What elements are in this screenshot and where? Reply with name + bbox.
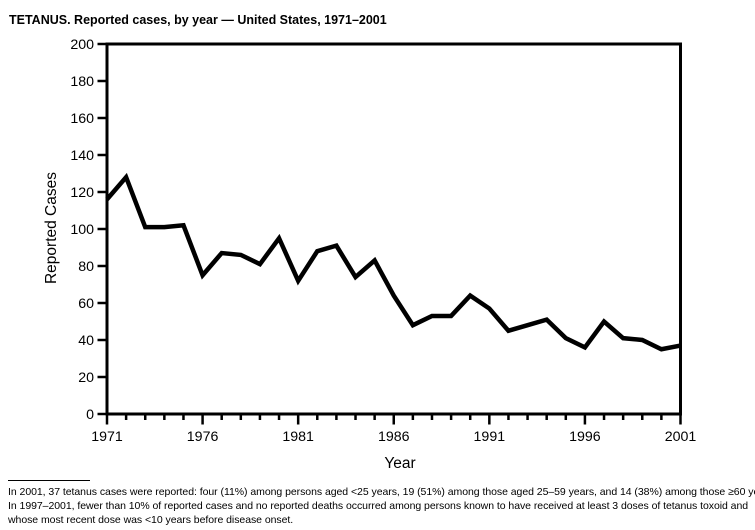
x-tick-label: 2001 [665, 429, 697, 445]
y-tick-label: 0 [86, 407, 94, 423]
y-tick-label: 100 [70, 222, 94, 238]
y-tick-label: 20 [78, 370, 94, 386]
footnote-line: whose most recent dose was <10 years bef… [8, 514, 294, 526]
x-tick-label: 1991 [474, 429, 506, 445]
y-tick-label: 40 [78, 333, 94, 349]
x-axis-title: Year [384, 455, 416, 472]
y-tick-label: 180 [70, 74, 94, 90]
y-tick-label: 60 [78, 296, 94, 312]
footnote-separator [8, 480, 90, 481]
x-tick-label: 1996 [569, 429, 601, 445]
x-tick-label: 1986 [378, 429, 410, 445]
y-tick-label: 120 [70, 185, 94, 201]
y-axis-title: Reported Cases [43, 171, 60, 285]
plot-border [105, 42, 682, 416]
figure-title: TETANUS. Reported cases, by year — Unite… [9, 13, 387, 27]
x-tick-label: 1981 [282, 429, 314, 445]
y-tick-label: 140 [70, 148, 94, 164]
footnote: In 2001, 37 tetanus cases were reported:… [8, 485, 755, 527]
footnote-line: In 2001, 37 tetanus cases were reported:… [8, 486, 755, 498]
y-tick-label: 200 [70, 37, 94, 53]
y-tick-label: 80 [78, 259, 94, 275]
y-tick-label: 160 [70, 111, 94, 127]
x-tick-label: 1976 [187, 429, 219, 445]
x-tick-label: 1971 [91, 429, 123, 445]
footnote-line: In 1997–2001, fewer than 10% of reported… [8, 500, 749, 512]
reported-cases-line [105, 172, 681, 352]
